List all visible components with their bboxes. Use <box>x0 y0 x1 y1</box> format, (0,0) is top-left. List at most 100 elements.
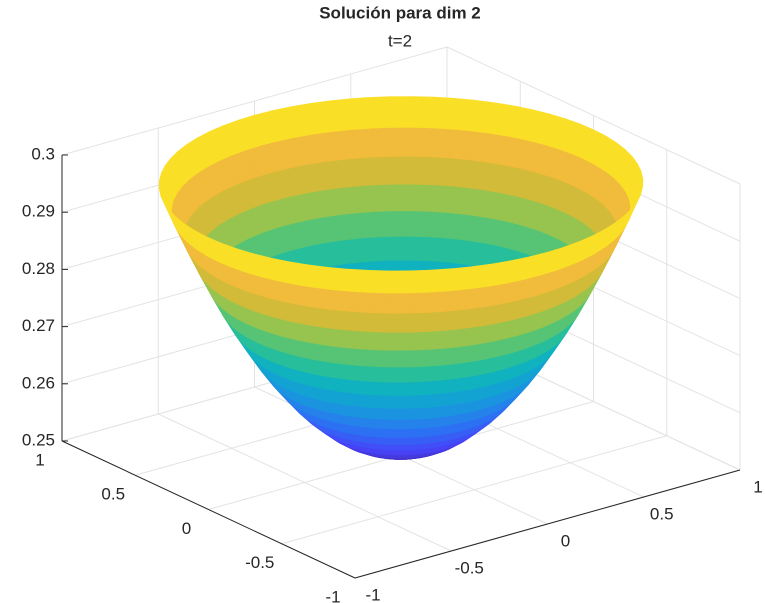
surface-patch <box>377 381 394 396</box>
z-tick-label: 0.26 <box>22 373 55 392</box>
surface-patch <box>371 126 393 158</box>
surface-patch <box>406 394 422 409</box>
surface-patch <box>393 407 408 420</box>
surface-patch <box>377 235 395 262</box>
surface-patch <box>360 365 379 383</box>
chart-subtitle: t=2 <box>388 31 412 50</box>
surface-patch <box>387 443 398 451</box>
surface-patch <box>449 266 474 292</box>
surface-patch <box>337 328 359 350</box>
surface-patch <box>349 97 373 130</box>
x-axis <box>354 469 741 579</box>
surface-patch <box>420 380 438 396</box>
y-tick-label: -0.5 <box>245 553 274 572</box>
surface-patch <box>429 127 453 159</box>
surface-patch <box>409 291 431 314</box>
surface-patch <box>382 418 396 430</box>
y-tick-label: 1 <box>35 450 44 469</box>
surface-patch <box>328 98 353 132</box>
surface-patch <box>426 184 447 213</box>
surface-patch <box>429 268 453 293</box>
surface-patch <box>407 349 426 368</box>
chart-title: Solución para dim 2 <box>319 3 481 22</box>
surface-patch <box>334 309 357 332</box>
surface-patch <box>405 418 419 430</box>
surface-patch <box>384 428 397 438</box>
surface-patch <box>424 210 445 239</box>
surface-patch <box>406 381 423 396</box>
surface-patch <box>349 290 373 314</box>
surface-patch <box>374 349 393 368</box>
surface-patch <box>368 270 391 294</box>
surface-patch <box>409 183 430 212</box>
surface-patch <box>391 155 412 185</box>
surface-patch <box>393 395 408 409</box>
surface-patch <box>415 417 430 429</box>
surface-patch <box>330 289 354 313</box>
surface-patch <box>408 311 429 333</box>
surface-patch <box>371 312 392 333</box>
surface-patch <box>392 210 411 237</box>
surface-patch <box>385 436 397 446</box>
surface-patch <box>347 268 371 293</box>
surface-patch <box>390 331 410 351</box>
z-tick-label: 0.27 <box>22 316 55 335</box>
surface-patch <box>408 331 428 351</box>
z-tick-label: 0.28 <box>22 259 55 278</box>
surface-patch <box>392 183 412 212</box>
surface-patch <box>391 349 410 368</box>
surface-patch <box>428 290 451 313</box>
surface-patch <box>410 155 431 185</box>
surface-patch <box>431 96 455 130</box>
surface-patch <box>355 330 376 351</box>
surface-patch <box>409 210 428 238</box>
surface-patch <box>376 210 395 238</box>
surface-patch <box>351 127 374 159</box>
surface-patch <box>409 269 433 294</box>
surface-patch <box>425 329 446 350</box>
z-tick-label: 0.3 <box>31 144 55 163</box>
surface-patch <box>426 310 448 332</box>
surface-patch <box>446 288 470 312</box>
surface-patch <box>423 347 443 367</box>
surface-patch <box>421 364 441 382</box>
x-tick-label: -1 <box>365 585 380 603</box>
surface-patch <box>395 437 406 446</box>
surface-patch <box>391 366 409 383</box>
surface-patch <box>368 406 384 420</box>
surface-patch <box>411 96 434 129</box>
surface-patch <box>404 427 417 438</box>
y-tick-label: -1 <box>325 587 340 603</box>
surface-patch <box>379 394 395 409</box>
surface-patch <box>326 266 351 292</box>
surface-patch <box>389 270 412 294</box>
surface-patch <box>410 126 433 158</box>
surface-patch <box>396 449 405 456</box>
surface-patch <box>381 407 396 420</box>
surface-patch <box>352 311 374 333</box>
surface-patch <box>417 406 433 420</box>
surface-patch <box>392 381 409 396</box>
x-tick-label: 0 <box>561 531 570 550</box>
surface-patch <box>418 393 435 409</box>
surface-patch <box>428 156 450 186</box>
grid-line <box>281 435 667 545</box>
surface-patch <box>354 156 376 187</box>
surface-patch <box>391 126 413 157</box>
grid-line <box>61 46 448 156</box>
surface-patch <box>403 449 413 456</box>
surface-patch <box>363 380 381 396</box>
surface-patch <box>407 365 425 383</box>
surface-patch <box>391 96 413 128</box>
surface-patch <box>393 235 411 261</box>
surface-patch <box>389 292 411 314</box>
z-tick-label: 0.29 <box>22 202 55 221</box>
surface-patch <box>403 443 414 451</box>
surface-patch <box>389 449 398 456</box>
surface-patch <box>390 312 411 333</box>
surface-patch <box>444 308 467 331</box>
surface-patch <box>408 235 426 261</box>
grid-line <box>446 46 741 185</box>
surface-patch <box>372 331 393 351</box>
x-tick-label: -0.5 <box>455 558 484 577</box>
